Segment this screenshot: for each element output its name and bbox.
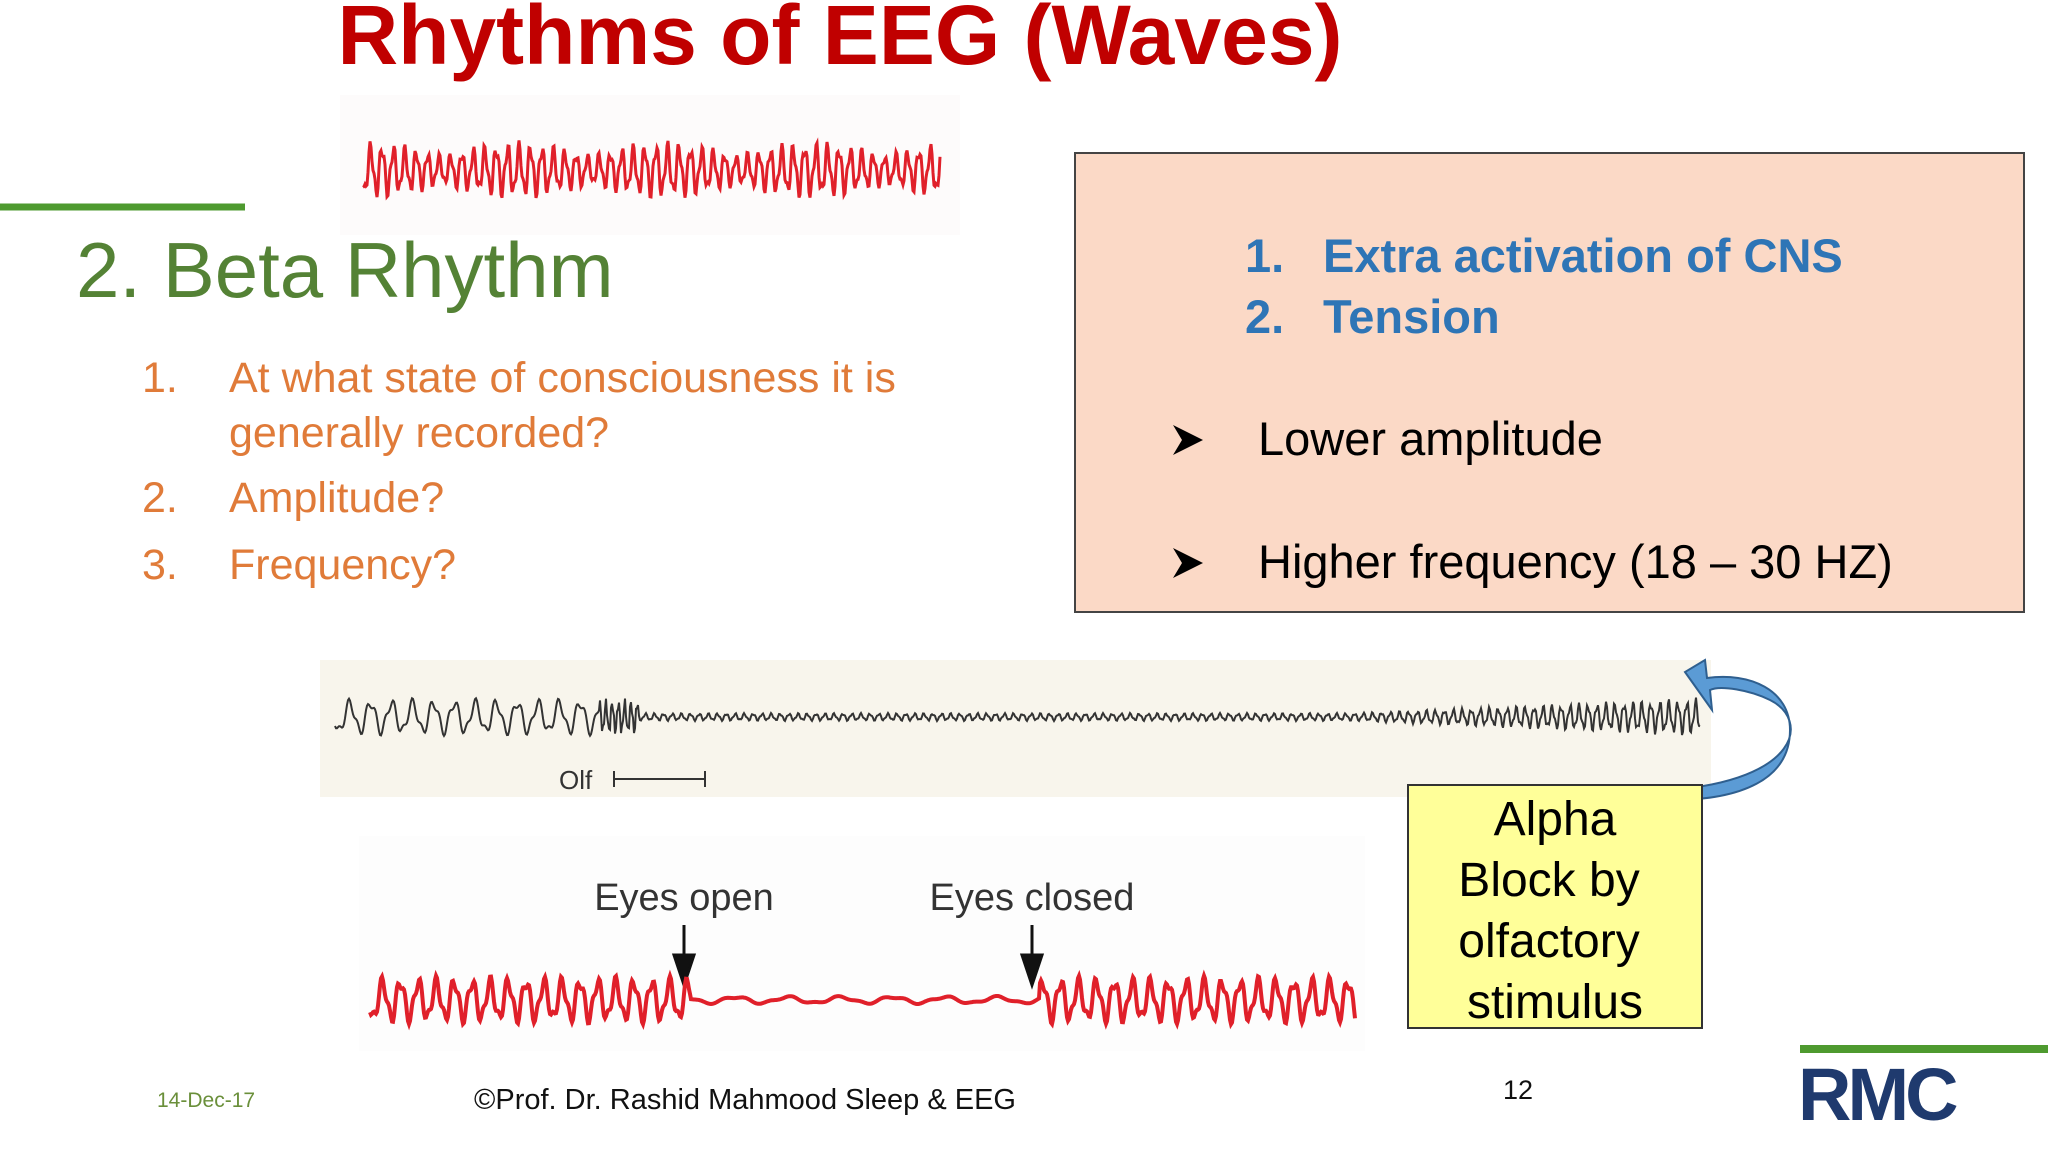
slide-title: Rhythms of EEG (Waves) <box>337 0 1342 82</box>
wave-line <box>368 969 1357 1031</box>
answer-text: Extra activation of CNS <box>1323 229 1843 282</box>
bullet-text: Lower amplitude <box>1258 412 1603 465</box>
callout-line: Alpha <box>1494 793 1617 846</box>
answer-bullets: Lower amplitude Higher frequency (18 – 3… <box>1173 412 1893 588</box>
eeg-label: Olf <box>559 765 593 795</box>
wave-line <box>334 696 1701 738</box>
answer-numbered: 1. Extra activation of CNS 2. Tension <box>1245 229 1843 343</box>
section-heading: 2. Beta Rhythm <box>76 226 614 314</box>
callout-line: stimulus <box>1467 976 1643 1029</box>
bullet-text: Higher frequency (18 – 30 HZ) <box>1258 535 1893 588</box>
answer-text: Tension <box>1323 290 1500 343</box>
bullet-arrow <box>1173 548 1203 578</box>
event-arrows <box>671 925 1045 990</box>
eeg-label: Eyes open <box>594 877 774 919</box>
question-text: Amplitude? <box>229 474 444 522</box>
footer-date: 14-Dec-17 <box>157 1089 255 1112</box>
question-number: 1. <box>142 354 178 402</box>
eeg-trace <box>362 137 942 201</box>
callout-line: Block by <box>1458 854 1639 907</box>
answer-number: 1. <box>1245 229 1284 282</box>
question-list: 1. At what state of consciousness it is … <box>142 354 896 589</box>
question-number: 2. <box>142 474 178 522</box>
page-number: 12 <box>1503 1075 1533 1105</box>
callout-box <box>1407 784 1703 1029</box>
bullet-arrow <box>1173 425 1203 455</box>
eeg-trace <box>334 696 1701 738</box>
answer-number: 2. <box>1245 290 1284 343</box>
wave-line <box>362 137 942 201</box>
question-text: Frequency? <box>229 541 456 589</box>
callout-text: Alpha Block by olfactory stimulus <box>1458 793 1643 1029</box>
scale-bar <box>613 771 706 787</box>
eeg-label: Eyes closed <box>930 877 1135 919</box>
eeg-image-bottom <box>359 836 1365 1051</box>
callout-line: olfactory <box>1458 915 1639 968</box>
question-text: generally recorded? <box>229 409 609 457</box>
eeg-image-top <box>340 95 960 235</box>
eeg-trace <box>368 969 1357 1031</box>
question-text: At what state of consciousness it is <box>229 354 896 402</box>
eeg-image-middle <box>320 660 1711 797</box>
logo: RMC <box>1798 1053 1957 1136</box>
question-number: 3. <box>142 541 178 589</box>
footer-credit: ©Prof. Dr. Rashid Mahmood Sleep & EEG <box>474 1084 1016 1116</box>
curved-arrow <box>1668 658 1792 802</box>
answer-box <box>1074 152 2025 613</box>
